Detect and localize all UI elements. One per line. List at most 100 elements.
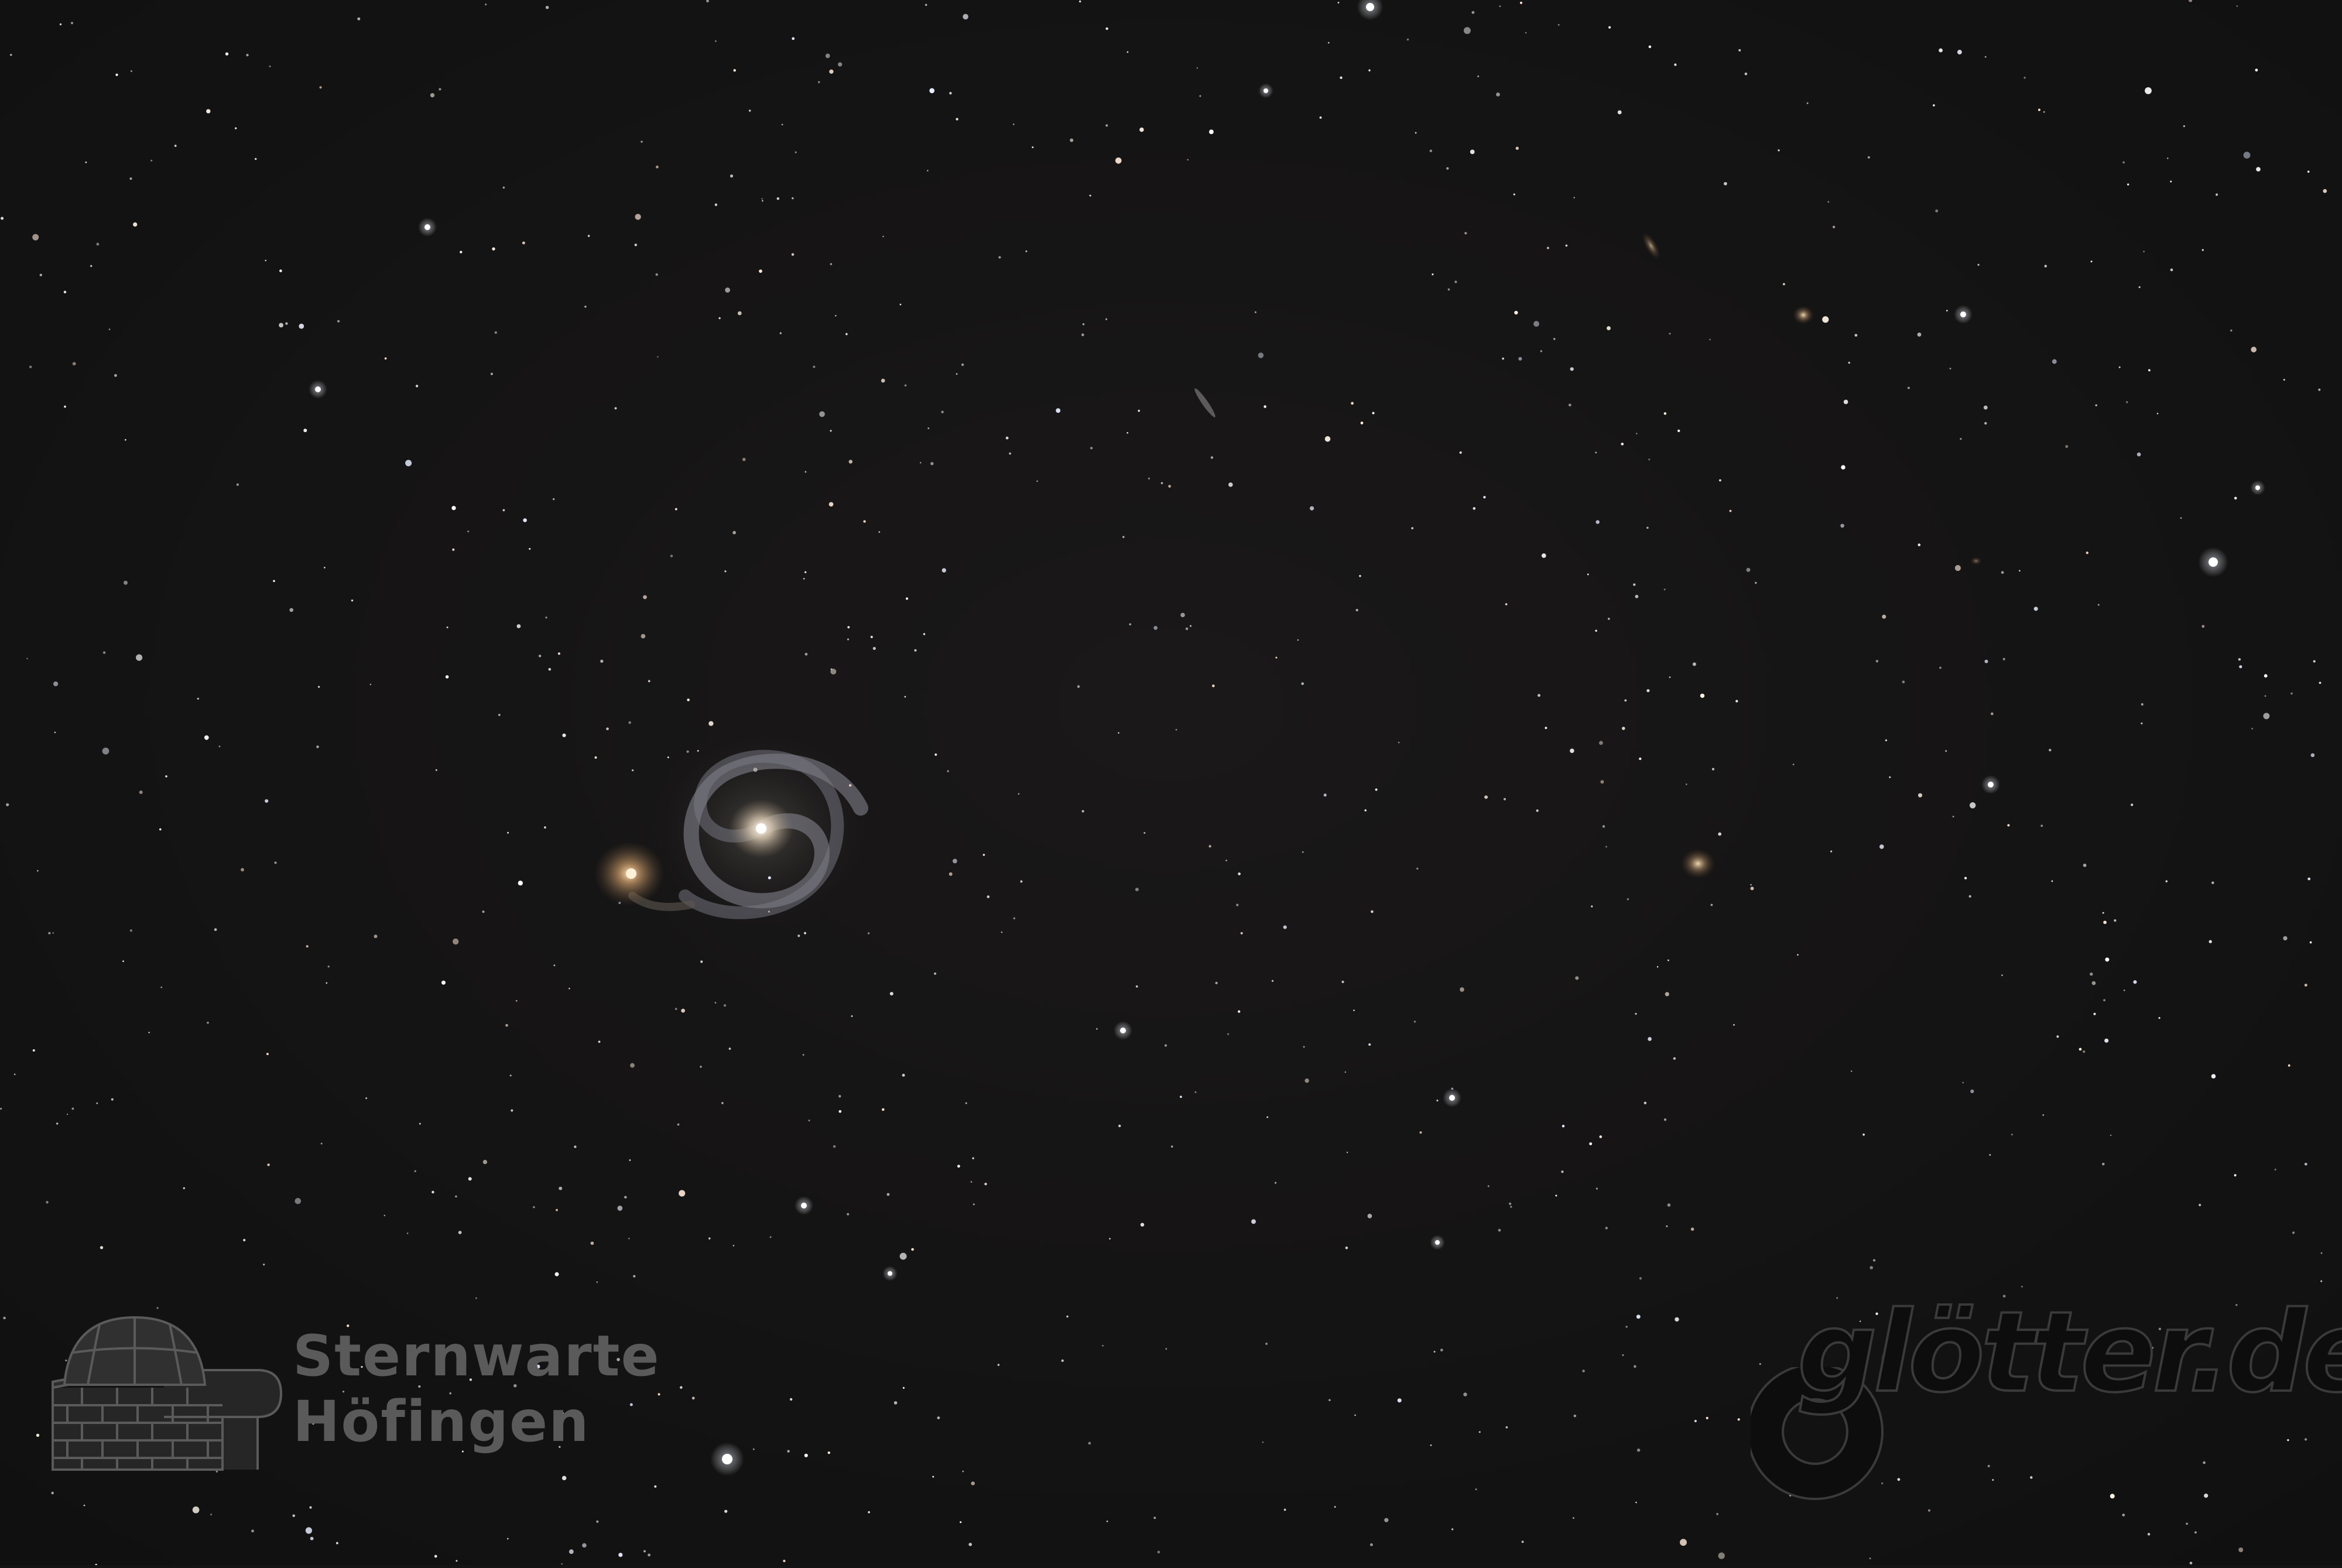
star bbox=[714, 1002, 717, 1004]
star bbox=[2255, 69, 2258, 72]
star bbox=[598, 1040, 601, 1043]
star bbox=[506, 1538, 509, 1540]
star bbox=[522, 241, 525, 245]
star bbox=[1570, 367, 1574, 371]
star bbox=[1680, 1539, 1687, 1546]
star bbox=[1744, 72, 1748, 76]
star bbox=[1499, 5, 1501, 8]
star bbox=[1079, 0, 1081, 3]
star bbox=[1759, 1362, 1761, 1365]
star bbox=[681, 1008, 685, 1013]
star bbox=[337, 320, 340, 323]
star bbox=[1105, 124, 1108, 127]
star bbox=[1599, 741, 1603, 745]
star bbox=[1806, 102, 1809, 104]
star bbox=[554, 1272, 559, 1276]
star bbox=[485, 4, 487, 6]
star bbox=[309, 1506, 312, 1509]
star bbox=[2170, 268, 2173, 272]
star bbox=[1595, 629, 1597, 632]
star bbox=[1636, 433, 1638, 434]
star bbox=[458, 1231, 462, 1234]
star bbox=[1570, 748, 1574, 754]
star bbox=[1508, 1202, 1512, 1206]
star bbox=[1541, 553, 1546, 558]
star bbox=[2110, 1134, 2112, 1136]
star bbox=[1340, 76, 1343, 79]
star bbox=[327, 965, 330, 968]
bright-star bbox=[424, 224, 430, 230]
star bbox=[1484, 795, 1488, 799]
star bbox=[533, 1206, 535, 1208]
star bbox=[902, 1073, 905, 1077]
star bbox=[236, 483, 239, 486]
star bbox=[1624, 699, 1627, 702]
star bbox=[718, 317, 721, 320]
star bbox=[804, 571, 807, 573]
bright-star bbox=[888, 1271, 892, 1276]
star bbox=[100, 1246, 104, 1249]
star bbox=[1991, 1335, 1993, 1337]
star bbox=[594, 756, 597, 759]
star bbox=[970, 1181, 973, 1183]
star bbox=[456, 1560, 458, 1562]
star bbox=[635, 214, 641, 220]
star bbox=[1369, 1543, 1373, 1546]
star bbox=[1208, 845, 1211, 848]
star bbox=[1621, 443, 1624, 446]
star bbox=[347, 1324, 350, 1327]
star bbox=[2216, 193, 2218, 196]
star bbox=[1957, 50, 1962, 54]
star bbox=[600, 659, 604, 663]
star bbox=[1557, 23, 1560, 26]
star bbox=[0, 1107, 2, 1110]
star bbox=[863, 520, 866, 523]
star bbox=[148, 1032, 150, 1033]
star bbox=[911, 1248, 914, 1251]
star bbox=[64, 405, 66, 408]
star bbox=[214, 928, 217, 932]
star bbox=[1617, 110, 1622, 115]
star bbox=[654, 1485, 657, 1488]
star bbox=[783, 1559, 786, 1563]
star bbox=[1918, 543, 1921, 546]
star bbox=[1907, 386, 1910, 389]
bright-star bbox=[1120, 1028, 1126, 1033]
star bbox=[2001, 974, 2003, 976]
star bbox=[965, 1102, 967, 1104]
star bbox=[2177, 1334, 2180, 1336]
star bbox=[2104, 1038, 2109, 1043]
star bbox=[2011, 1134, 2013, 1136]
star bbox=[641, 634, 646, 639]
star bbox=[1589, 1142, 1593, 1146]
star bbox=[1700, 693, 1705, 698]
star bbox=[1036, 480, 1038, 482]
star bbox=[351, 599, 354, 602]
star bbox=[1636, 1448, 1641, 1452]
star bbox=[2170, 180, 2172, 183]
star bbox=[590, 1241, 594, 1245]
star bbox=[792, 197, 794, 200]
star bbox=[1648, 1037, 1652, 1041]
star bbox=[2307, 877, 2311, 881]
star bbox=[1138, 409, 1140, 412]
star bbox=[90, 265, 93, 268]
star bbox=[2123, 990, 2125, 991]
star bbox=[26, 658, 28, 660]
star bbox=[733, 69, 736, 72]
star bbox=[878, 531, 881, 533]
star bbox=[947, 770, 949, 772]
star bbox=[2320, 1252, 2323, 1254]
star bbox=[1118, 732, 1119, 734]
star bbox=[889, 992, 893, 996]
star bbox=[2133, 980, 2137, 984]
star bbox=[2234, 497, 2237, 500]
star bbox=[937, 1416, 940, 1420]
star bbox=[2040, 824, 2043, 827]
star bbox=[752, 1448, 755, 1450]
star bbox=[2235, 1304, 2238, 1306]
star bbox=[1941, 1382, 1945, 1386]
star bbox=[742, 457, 746, 461]
star bbox=[515, 999, 518, 1002]
star bbox=[1432, 273, 1434, 276]
